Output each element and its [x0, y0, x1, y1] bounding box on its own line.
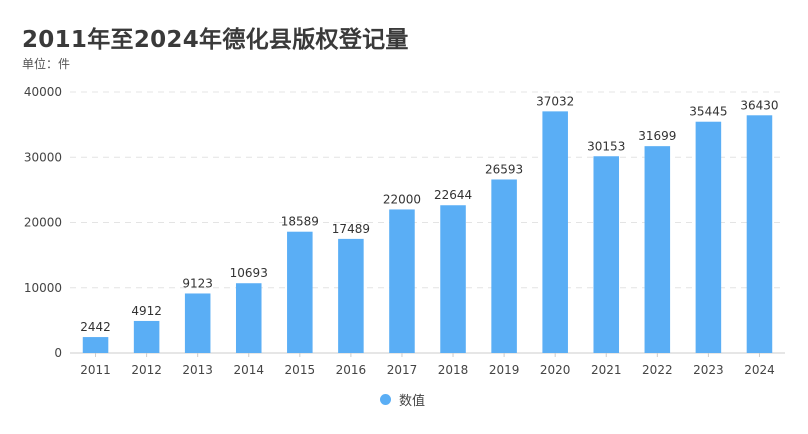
y-tick-label: 0	[54, 346, 62, 360]
bar	[235, 283, 262, 353]
x-tick-label: 2023	[693, 363, 724, 377]
bar	[440, 205, 466, 353]
bar	[389, 209, 415, 353]
bar	[644, 146, 671, 353]
x-tick-label: 2015	[285, 363, 316, 377]
legend[interactable]: 数值	[380, 390, 425, 409]
y-tick-label: 40000	[24, 85, 62, 99]
x-tick-label: 2016	[336, 363, 367, 377]
chart-title: 2011年至2024年德化县版权登记量	[22, 27, 409, 53]
y-tick-label: 20000	[24, 216, 62, 230]
data-label: 17489	[332, 222, 370, 236]
x-tick-label: 2018	[438, 363, 469, 377]
bar	[491, 179, 517, 353]
x-tick-label: 2012	[131, 363, 162, 377]
data-label: 22000	[383, 192, 421, 206]
data-label: 2442	[80, 320, 111, 334]
data-label: 37032	[536, 94, 574, 108]
data-label: 10693	[230, 266, 268, 280]
x-tick-label: 2017	[387, 363, 418, 377]
x-tick-label: 2020	[540, 363, 571, 377]
x-tick-label: 2021	[591, 363, 622, 377]
bar	[133, 320, 160, 353]
data-label: 30153	[587, 139, 625, 153]
x-tick-label: 2022	[642, 363, 673, 377]
bar	[695, 121, 722, 353]
bar	[746, 115, 773, 353]
legend-swatch	[380, 394, 391, 405]
data-label: 9123	[182, 276, 213, 290]
bar	[542, 111, 568, 353]
x-tick-label: 2024	[744, 363, 775, 377]
x-tick-label: 2011	[80, 363, 111, 377]
data-label: 36430	[740, 98, 778, 112]
bar	[593, 156, 620, 353]
y-tick-label: 30000	[24, 150, 62, 164]
data-label: 22644	[434, 188, 472, 202]
data-label: 18589	[281, 215, 319, 229]
data-label: 35445	[689, 105, 727, 119]
x-tick-label: 2019	[489, 363, 520, 377]
data-label: 26593	[485, 162, 523, 176]
chart-subtitle-unit: 单位：件	[22, 57, 71, 71]
data-label: 4912	[131, 304, 162, 318]
bar	[82, 337, 109, 353]
bar	[184, 293, 211, 353]
bar	[287, 231, 313, 353]
bar	[338, 238, 364, 353]
x-tick-label: 2013	[182, 363, 213, 377]
x-tick-label: 2014	[233, 363, 264, 377]
y-tick-label: 10000	[24, 281, 62, 295]
data-label: 31699	[638, 129, 676, 143]
legend-label: 数值	[399, 394, 426, 409]
